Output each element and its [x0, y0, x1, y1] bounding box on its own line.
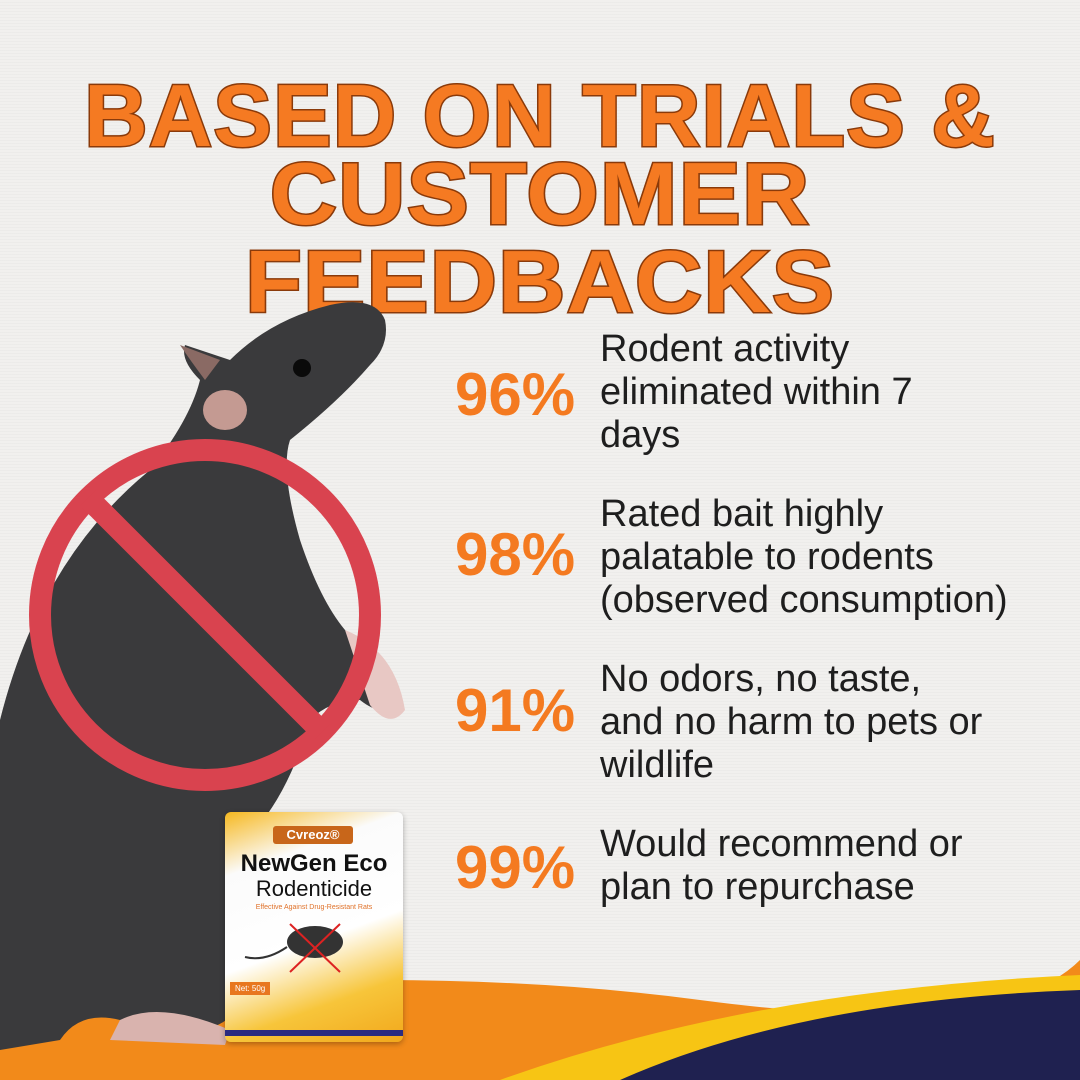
- stat-line: Rodent activity: [600, 328, 850, 370]
- stat-description: Rodent activity eliminated within 7 days: [600, 328, 913, 457]
- stat-item: 91% No odors, no taste, and no harm to p…: [430, 658, 1080, 788]
- stat-description: No odors, no taste, and no harm to pets …: [600, 658, 982, 787]
- stat-percent: 91%: [454, 677, 576, 744]
- stat-item: 96% Rodent activity eliminated within 7 …: [430, 328, 1080, 458]
- stat-line: No odors, no taste,: [600, 658, 922, 700]
- product-brand: Cvreoz®: [273, 826, 353, 844]
- product-package: Cvreoz® NewGen Eco Rodenticide Effective…: [225, 812, 403, 1042]
- stat-line: plan to repurchase: [600, 866, 915, 908]
- product-tagline: Effective Against Drug-Resistant Rats: [255, 904, 373, 911]
- stat-line: Would recommend or: [600, 823, 963, 865]
- stat-line: eliminated within 7: [600, 371, 913, 413]
- stat-line: Rated bait highly: [600, 493, 884, 535]
- stat-percent: 98%: [454, 521, 576, 588]
- stat-item: 98% Rated bait highly palatable to roden…: [430, 493, 1080, 623]
- crossed-rat-icon: [244, 923, 343, 973]
- package-band: [225, 1030, 403, 1036]
- product-name-line1: NewGen Eco: [240, 850, 388, 877]
- stat-line: and no harm to pets or: [600, 701, 983, 743]
- stat-percent: 96%: [454, 361, 576, 428]
- stat-line: days: [600, 414, 681, 456]
- stat-description: Rated bait highly palatable to rodents (…: [600, 493, 1008, 622]
- stat-line: (observed consumption): [600, 579, 1008, 621]
- stat-percent: 99%: [454, 834, 576, 901]
- stat-description: Would recommend or plan to repurchase: [600, 823, 963, 909]
- product-name-line2: Rodenticide: [255, 876, 373, 901]
- stat-line: wildlife: [600, 744, 715, 786]
- headline-line1: BASED ON TRIALS &: [83, 66, 997, 165]
- stat-line: palatable to rodents: [600, 536, 934, 578]
- prohibition-sign-icon: [29, 439, 381, 791]
- product-net-weight: Net: 50g: [230, 982, 271, 995]
- stat-item: 99% Would recommend or plan to repurchas…: [430, 823, 1080, 953]
